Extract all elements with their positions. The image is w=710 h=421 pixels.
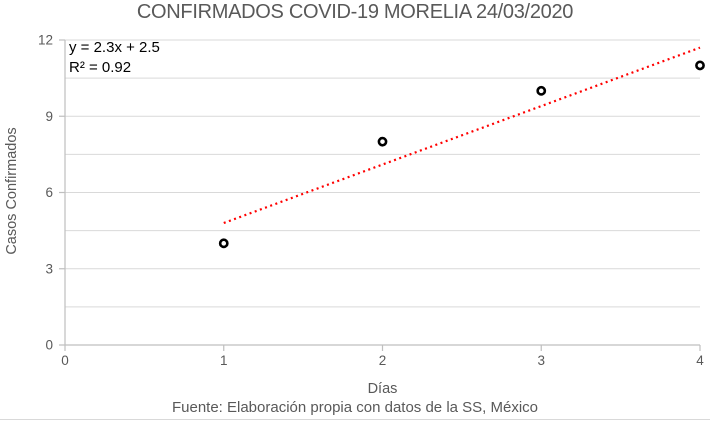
x-tick-label: 0 [61, 353, 69, 368]
y-tick-label: 9 [45, 109, 53, 124]
x-tick-label: 3 [537, 353, 545, 368]
y-tick-label: 6 [45, 185, 53, 200]
trendline [223, 46, 701, 225]
y-tick-label: 3 [45, 261, 53, 276]
y-tick-label: 12 [38, 33, 53, 48]
trendline-equation-label: y = 2.3x + 2.5 R² = 0.92 [69, 38, 160, 78]
chart-title: CONFIRMADOS COVID-19 MORELIA 24/03/2020 [136, 1, 574, 23]
x-tick-label: 2 [379, 353, 387, 368]
x-tick-label: 4 [696, 353, 704, 368]
trendline-r-squared: R² = 0.92 [69, 59, 132, 76]
y-tick-label: 0 [45, 338, 53, 353]
x-tick-label: 1 [220, 353, 228, 368]
chart-bottom-border [0, 419, 710, 420]
y-axis-title: Casos Confirmados [4, 127, 20, 255]
data-point-marker [377, 136, 388, 147]
data-point-marker [536, 85, 547, 96]
trendline-equation: y = 2.3x + 2.5 [69, 39, 160, 56]
source-note: Fuente: Elaboración propia con datos de … [171, 399, 539, 416]
data-point-marker [695, 60, 705, 71]
data-point-marker [218, 238, 229, 249]
x-axis-title: Días [367, 381, 398, 397]
